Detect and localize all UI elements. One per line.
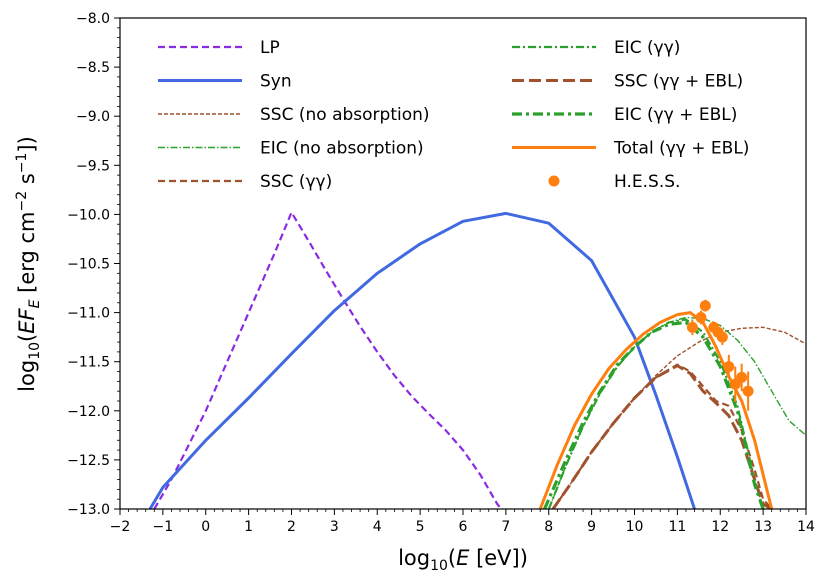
- x-tick-label: 10: [626, 519, 644, 535]
- x-tick-label: 9: [587, 519, 596, 535]
- legend-entry-eic-no-absorption: EIC (no absorption): [158, 139, 424, 159]
- legend-entry-eic-gg: EIC (γγ): [512, 38, 680, 58]
- y-tick-label: −8.5: [76, 60, 110, 76]
- hess-point: [695, 312, 707, 324]
- legend-label: EIC (no absorption): [260, 139, 424, 159]
- y-axis-title: log10(EFE [erg cm−2 s−1]): [14, 136, 43, 392]
- x-tick-label: 8: [544, 519, 553, 535]
- x-axis-title: log10(E [eV]): [398, 546, 528, 574]
- y-tick-label: −12.0: [67, 404, 110, 420]
- y-tick-label: −11.0: [67, 306, 110, 322]
- legend-marker: [548, 175, 560, 187]
- y-tick-label: −12.5: [67, 453, 110, 469]
- x-tick-label: 5: [416, 519, 425, 535]
- x-tick-label: 1: [244, 519, 253, 535]
- x-tick-label: 7: [501, 519, 510, 535]
- series-line-syn: [148, 211, 696, 509]
- legend-label: Total (γγ + EBL): [613, 139, 749, 159]
- x-tick-label: 13: [754, 519, 772, 535]
- y-tick-label: −10.0: [67, 207, 110, 223]
- plot-frame: [119, 17, 807, 510]
- y-tick-label: −9.5: [76, 158, 110, 174]
- series-line-eic-no-absorption: [548, 316, 806, 509]
- hess-point: [686, 321, 698, 333]
- legend-label: Syn: [260, 72, 292, 92]
- hess-point: [729, 378, 741, 390]
- y-axis-ticks: −13.0 −12.5 −12.0 −11.5 −11.0 −10.5 −10.0 −9.5 −…: [67, 11, 120, 518]
- legend-entry-eic-gg-ebl: EIC (γγ + EBL): [512, 105, 737, 125]
- y-tick-label: −13.0: [67, 502, 110, 518]
- legend-entry-ssc-gg: SSC (γγ): [158, 172, 332, 192]
- x-tick-label: −2: [110, 519, 131, 535]
- y-tick-label: −11.5: [67, 355, 110, 371]
- legend: LP Syn SSC (no absorption) EIC (no absorpti…: [158, 38, 749, 192]
- legend-entry-lp: LP: [158, 38, 280, 58]
- series-line-lp: [153, 211, 504, 509]
- y-tick-label: −8.0: [76, 11, 110, 27]
- hess-point: [699, 300, 711, 312]
- legend-label: LP: [260, 38, 280, 58]
- x-tick-label: 4: [373, 519, 382, 535]
- series-line-eic-gg-ebl: [543, 320, 765, 509]
- x-tick-label: 11: [668, 519, 686, 535]
- plot-lines: [148, 211, 806, 509]
- legend-label: SSC (no absorption): [260, 105, 430, 125]
- legend-entry-ssc-gg-ebl: SSC (γγ + EBL): [512, 72, 743, 92]
- hess-point: [736, 371, 748, 383]
- x-tick-label: −1: [153, 519, 174, 535]
- legend-label: SSC (γγ): [260, 172, 332, 192]
- x-tick-label: 12: [711, 519, 729, 535]
- series-line-ssc-no-absorption: [552, 326, 806, 509]
- legend-entry-total-gg-ebl: Total (γγ + EBL): [512, 139, 749, 159]
- hess-point: [723, 361, 735, 373]
- x-tick-label: 0: [201, 519, 210, 535]
- x-tick-label: 6: [459, 519, 468, 535]
- legend-entry-syn: Syn: [158, 72, 292, 92]
- x-tick-label: 14: [797, 519, 815, 535]
- hess-point: [716, 331, 728, 343]
- legend-label: H.E.S.S.: [614, 172, 680, 192]
- x-tick-label: 2: [287, 519, 296, 535]
- hess-point: [742, 385, 754, 397]
- y-tick-label: −9.0: [76, 109, 110, 125]
- series-line-ssc-gg: [552, 363, 773, 509]
- hess-points: [686, 299, 754, 411]
- legend-label: EIC (γγ): [614, 38, 680, 58]
- series-line-ssc-gg-ebl: [551, 364, 773, 509]
- series-line-total-gg-ebl: [538, 311, 774, 509]
- legend-entry-ssc-no-absorption: SSC (no absorption): [158, 105, 430, 125]
- y-tick-label: −10.5: [67, 257, 110, 273]
- legend-entry-h-e-s-s: H.E.S.S.: [548, 172, 680, 192]
- legend-label: SSC (γγ + EBL): [614, 72, 743, 92]
- legend-label: EIC (γγ + EBL): [614, 105, 737, 125]
- x-tick-label: 3: [330, 519, 339, 535]
- x-axis-ticks: −2 −1 0 1 2 3 4 5 6 7 8 9 10 11 12 13 14: [110, 509, 815, 535]
